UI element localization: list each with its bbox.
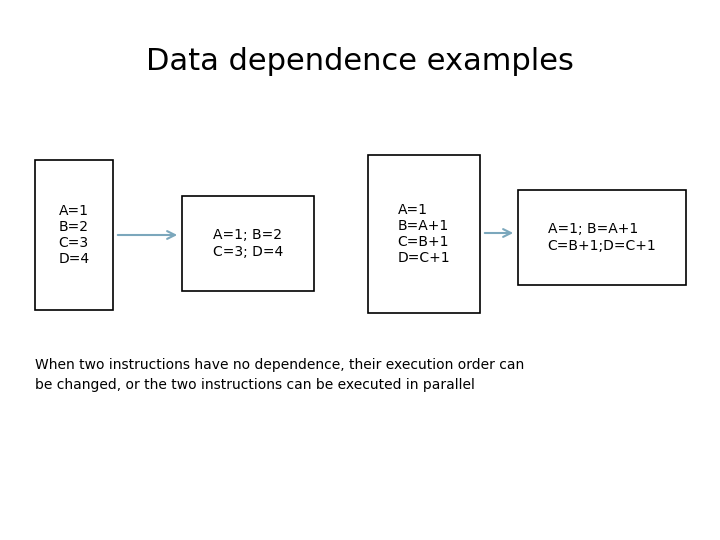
Text: Data dependence examples: Data dependence examples bbox=[146, 48, 574, 77]
Bar bbox=[518, 190, 686, 285]
Text: A=1; B=2
C=3; D=4: A=1; B=2 C=3; D=4 bbox=[213, 228, 283, 259]
Text: A=1; B=A+1
C=B+1;D=C+1: A=1; B=A+1 C=B+1;D=C+1 bbox=[548, 222, 657, 253]
Text: be changed, or the two instructions can be executed in parallel: be changed, or the two instructions can … bbox=[35, 378, 475, 392]
Text: When two instructions have no dependence, their execution order can: When two instructions have no dependence… bbox=[35, 358, 524, 372]
Text: A=1
B=2
C=3
D=4: A=1 B=2 C=3 D=4 bbox=[58, 204, 89, 266]
Text: A=1
B=A+1
C=B+1
D=C+1: A=1 B=A+1 C=B+1 D=C+1 bbox=[397, 202, 450, 265]
Bar bbox=[182, 196, 314, 291]
Bar bbox=[368, 155, 480, 313]
Bar bbox=[35, 160, 113, 310]
